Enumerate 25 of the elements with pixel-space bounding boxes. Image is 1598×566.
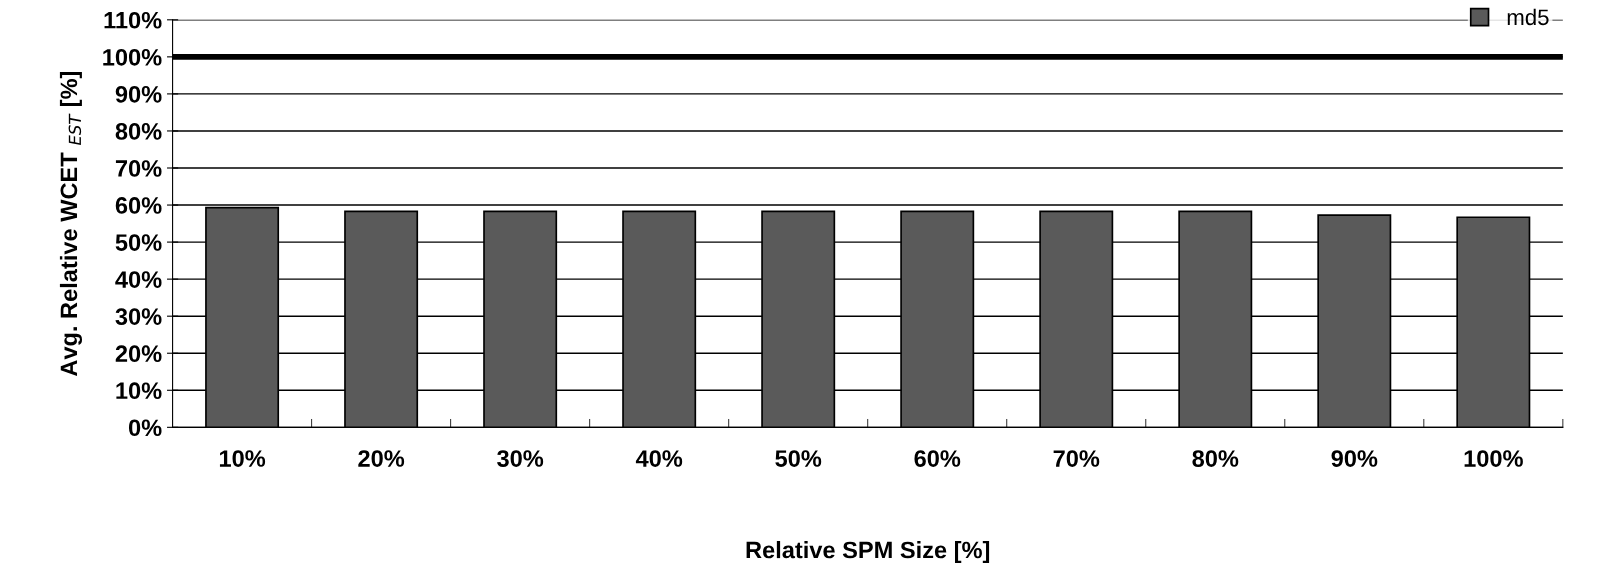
y-tick-label: 70% <box>115 160 162 177</box>
y-tick-label: 60% <box>115 197 162 214</box>
x-tick-label: 100% <box>1464 450 1523 467</box>
x-tick-label: 90% <box>1331 450 1378 467</box>
y-tick-label: 30% <box>115 308 162 326</box>
x-tick-label: 30% <box>497 450 544 467</box>
y-tick-label: 90% <box>115 85 162 103</box>
y-tick-label: 80% <box>115 123 162 140</box>
y-tick-label: 100% <box>103 48 162 66</box>
x-tick-label: 80% <box>1192 450 1239 467</box>
x-tick-label: 40% <box>635 450 683 467</box>
y-tick-label: 110% <box>104 11 162 29</box>
x-axis-title: Relative SPM Size [%] <box>746 541 990 564</box>
y-tick-label: 10% <box>116 382 162 400</box>
x-tick-label: 10% <box>219 450 266 467</box>
x-tick-label: 60% <box>914 450 961 467</box>
x-tick-label: 70% <box>1053 450 1100 467</box>
x-tick-label: 50% <box>775 450 822 467</box>
y-tick-label: 0% <box>128 419 162 437</box>
y-tick-label: 40% <box>115 271 162 288</box>
legend-label: md5 <box>1507 8 1549 26</box>
y-tick-label: 50% <box>115 234 162 251</box>
y-axis-title: Avg. Relative WCET $_{EST}$ [%] <box>59 71 83 377</box>
y-tick-label: 20% <box>115 345 162 363</box>
x-tick-label: 20% <box>358 450 405 467</box>
